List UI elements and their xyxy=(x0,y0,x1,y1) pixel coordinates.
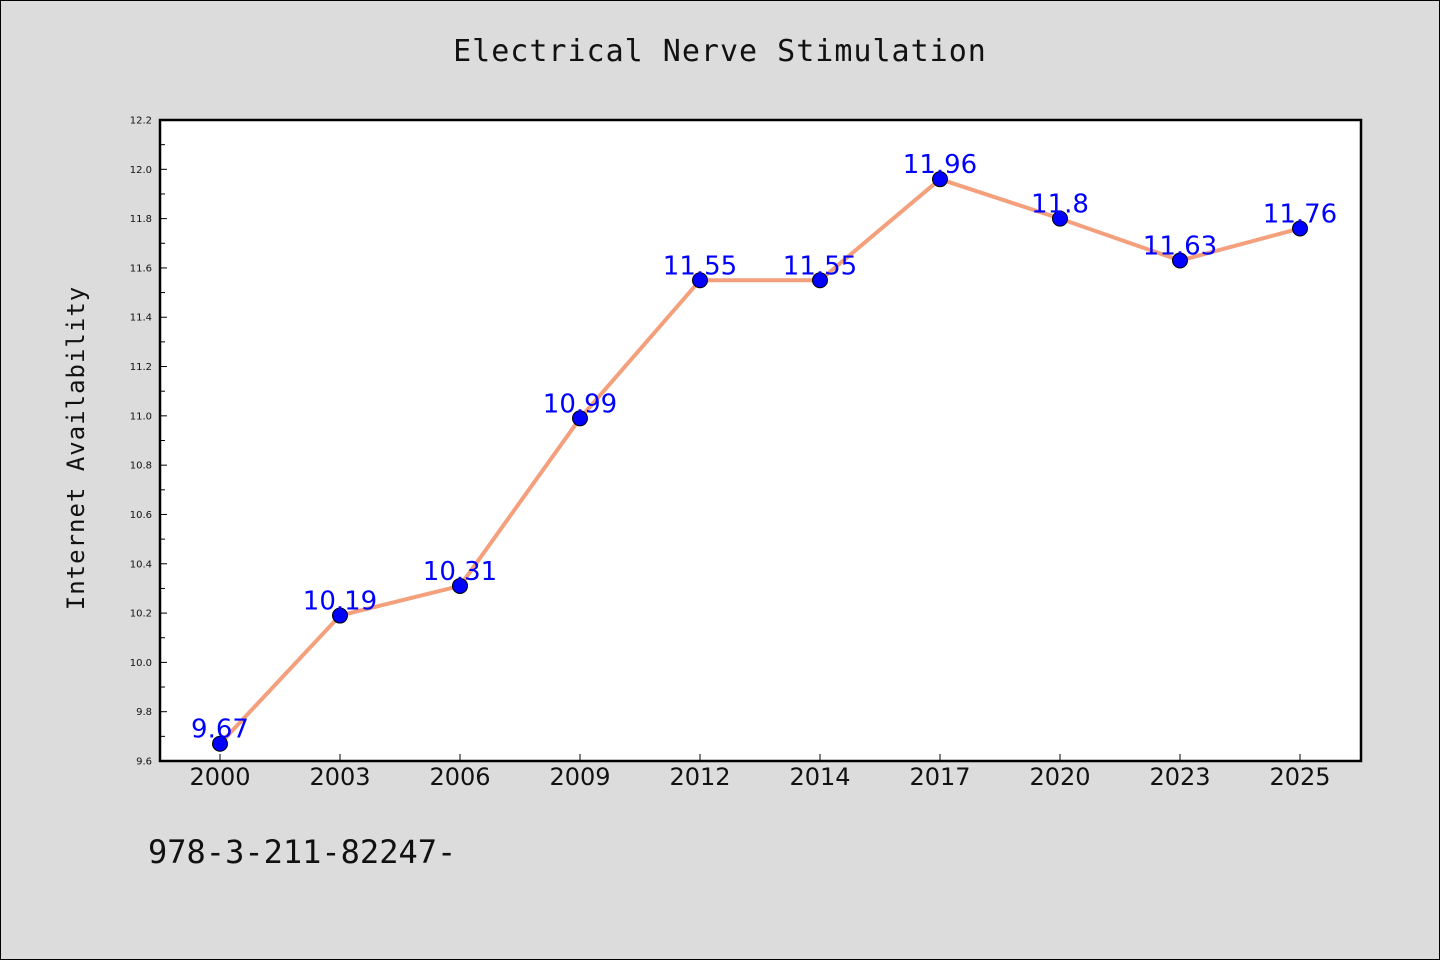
data-label: 11.76 xyxy=(1263,199,1337,229)
x-tick-label: 2023 xyxy=(1149,763,1210,791)
data-point xyxy=(812,272,828,289)
y-tick-label: 12.0 xyxy=(130,165,152,176)
x-tick-label: 2000 xyxy=(189,763,250,791)
data-point xyxy=(452,577,468,594)
data-label: 11.96 xyxy=(903,150,977,180)
y-tick-label: 9.8 xyxy=(136,707,152,718)
x-tick-label: 2009 xyxy=(549,763,610,791)
x-tick-label: 2003 xyxy=(309,763,370,791)
y-tick-label: 9.6 xyxy=(136,757,152,768)
x-tick-label: 2025 xyxy=(1269,763,1330,791)
data-point xyxy=(572,410,588,427)
data-label: 9.67 xyxy=(191,715,249,745)
data-point xyxy=(332,607,348,624)
x-tick-label: 2020 xyxy=(1029,763,1090,791)
y-tick-label: 11.0 xyxy=(130,411,152,422)
data-label: 10.31 xyxy=(423,557,497,587)
y-tick-label: 10.4 xyxy=(130,559,152,570)
plot-area xyxy=(158,118,1363,763)
y-tick-label: 11.8 xyxy=(130,214,152,225)
y-tick-label: 10.0 xyxy=(130,658,152,669)
data-point xyxy=(692,272,708,289)
data-label: 11.55 xyxy=(663,251,737,281)
data-label: 11.8 xyxy=(1031,190,1089,220)
y-tick-label: 11.4 xyxy=(130,313,152,324)
x-tick-label: 2014 xyxy=(789,763,850,791)
footer-text: 978-3-211-82247- xyxy=(148,833,457,871)
data-label: 10.19 xyxy=(303,587,377,617)
x-tick-label: 2006 xyxy=(429,763,490,791)
data-label: 11.55 xyxy=(783,251,857,281)
y-tick-label: 11.6 xyxy=(130,263,152,274)
y-tick-label: 12.2 xyxy=(130,116,152,127)
y-tick-label: 10.2 xyxy=(130,609,152,620)
data-point xyxy=(1052,210,1068,227)
y-tick-label: 10.6 xyxy=(130,510,152,521)
data-point xyxy=(1172,252,1188,269)
series-line xyxy=(218,177,1301,746)
data-label: 10.99 xyxy=(543,389,617,419)
data-point xyxy=(1292,220,1308,237)
data-point xyxy=(212,735,228,752)
x-tick-label: 2012 xyxy=(669,763,730,791)
x-tick-label: 2017 xyxy=(909,763,970,791)
y-tick-label: 10.8 xyxy=(130,461,152,472)
data-label: 11.63 xyxy=(1143,232,1217,262)
chart-title: Electrical Nerve Stimulation xyxy=(453,34,987,69)
y-tick-label: 11.2 xyxy=(130,362,152,373)
data-point xyxy=(932,171,948,188)
